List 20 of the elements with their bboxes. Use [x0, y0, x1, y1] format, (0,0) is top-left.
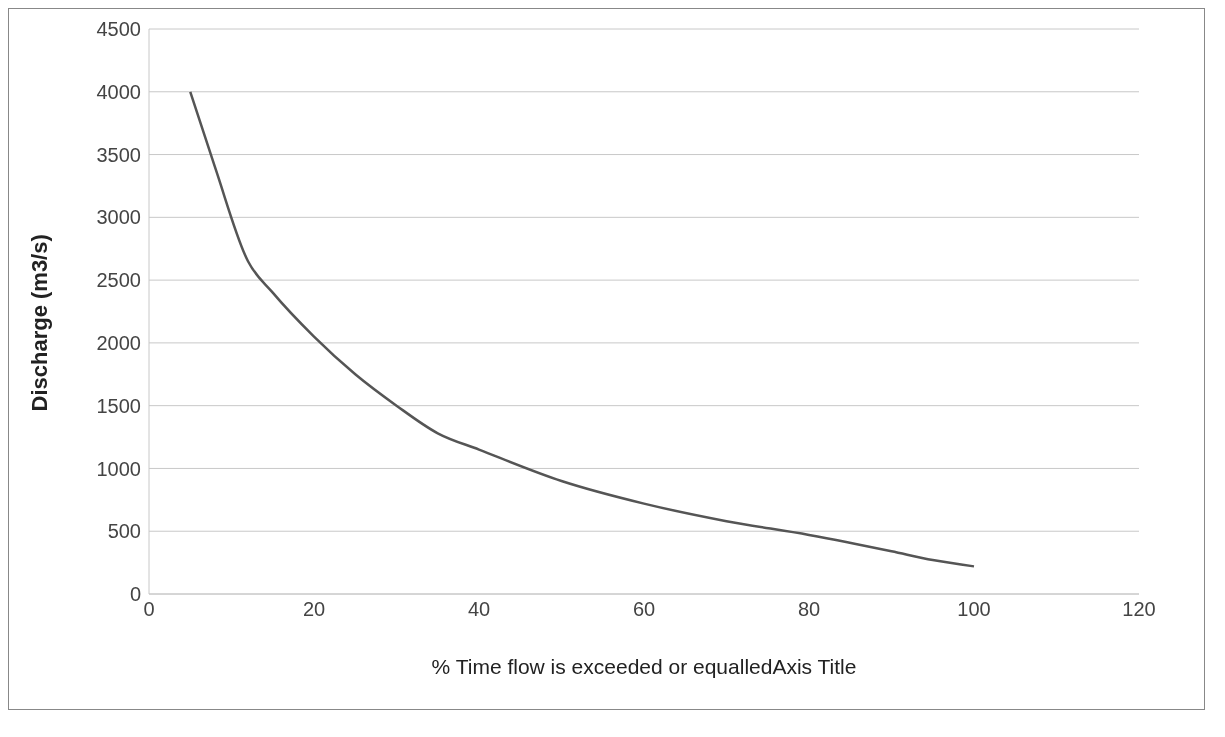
x-axis-title: % Time flow is exceeded or equalledAxis Title [431, 655, 857, 678]
y-tick-label: 4500 [96, 18, 141, 41]
x-tick-label: 120 [1122, 598, 1156, 621]
y-tick-label: 2500 [96, 269, 141, 292]
line-series [189, 90, 976, 568]
x-tick-label: 60 [632, 598, 656, 621]
x-tick-label: 20 [302, 598, 326, 621]
x-tick-label: 80 [797, 598, 821, 621]
y-axis-title: Discharge (m3/s) [26, 234, 52, 412]
y-tick-label: 4000 [96, 80, 141, 103]
y-tick-label: 3000 [96, 206, 141, 229]
x-tick-label: 40 [467, 598, 491, 621]
y-tick-label: 1000 [96, 457, 141, 480]
x-tick-label: 100 [957, 598, 991, 621]
y-tick-label: 3500 [96, 143, 141, 166]
y-tick-label: 0 [129, 583, 141, 606]
y-tick-label: 2000 [96, 331, 141, 354]
y-tick-label: 500 [107, 520, 141, 543]
y-tick-label: 1500 [96, 394, 141, 417]
x-tick-label: 0 [143, 598, 155, 621]
